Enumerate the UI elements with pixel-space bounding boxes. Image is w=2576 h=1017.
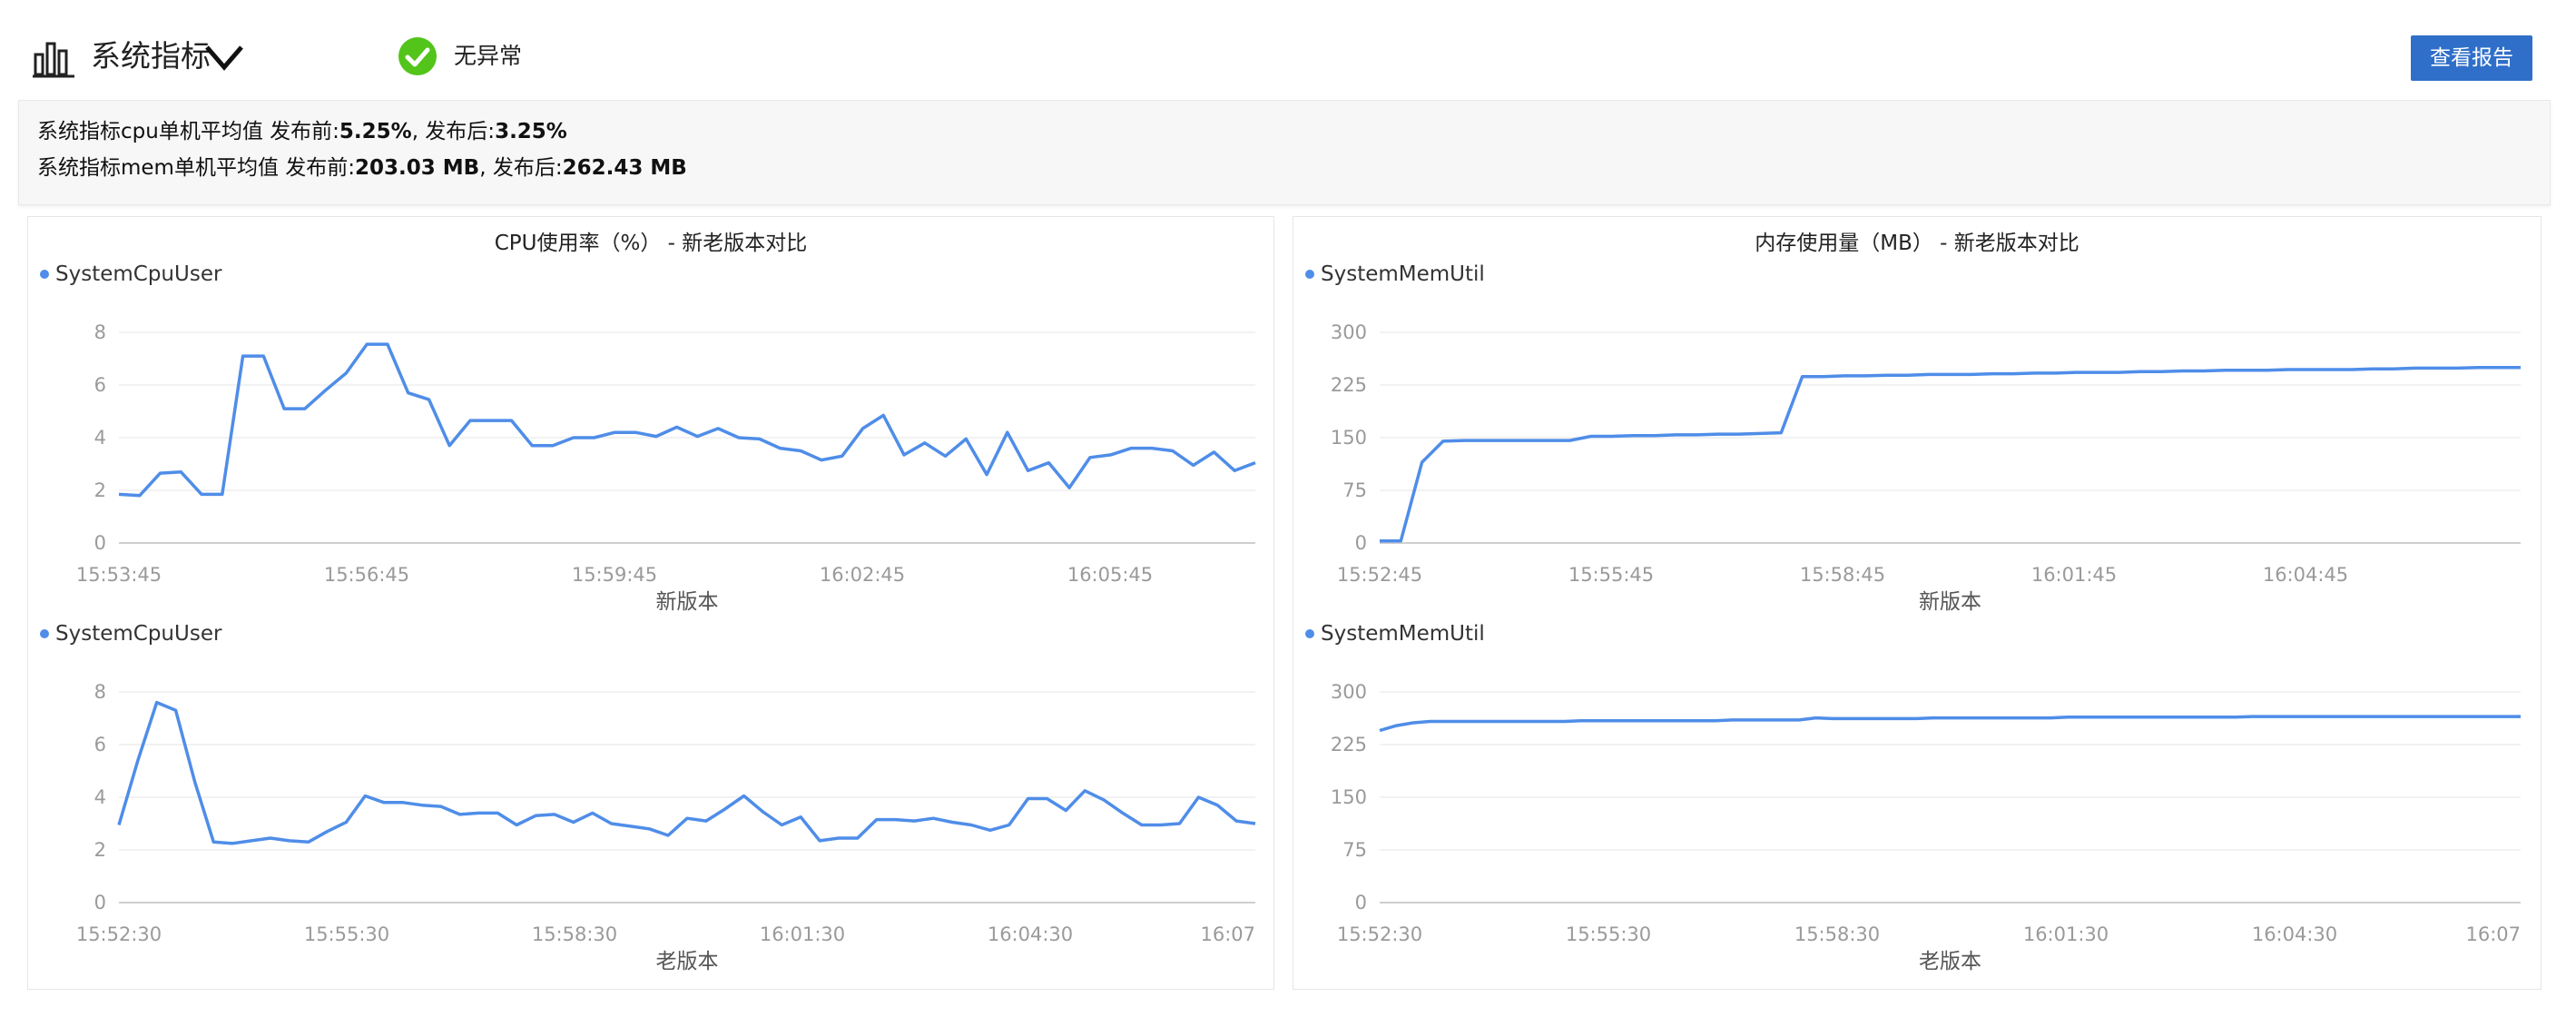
status-text: 无异常 (454, 43, 523, 69)
legend-label: SystemCpuUser (55, 262, 222, 286)
chart-title: CPU使用率（%） - 新老版本对比 (495, 232, 808, 255)
series-line[interactable] (1379, 715, 2521, 733)
cpu-summary-mid: , 发布后: (411, 120, 496, 143)
x-tick-label: 16:04:30 (988, 923, 1073, 945)
series-line[interactable] (117, 700, 1256, 845)
x-axis-label: 新版本 (1919, 590, 1981, 614)
x-tick-label: 16:04:30 (2252, 923, 2337, 945)
x-tick-label: 16:01:45 (2031, 564, 2117, 586)
legend-label: SystemMemUtil (1321, 262, 1485, 286)
y-tick-label: 0 (1355, 892, 1367, 913)
legend-marker[interactable] (1305, 629, 1314, 638)
cpu-after-value: 3.25% (495, 120, 567, 143)
cpu-before-value: 5.25% (339, 120, 412, 143)
cpu-summary-prefix: 系统指标cpu单机平均值 发布前: (37, 120, 339, 143)
y-tick-label: 225 (1331, 734, 1367, 755)
line-chart: SystemMemUtil 0 75 150 225 300 15:52:30 15:55:3… (1305, 622, 2521, 973)
legend-marker[interactable] (40, 629, 49, 638)
y-tick-label: 300 (1331, 321, 1367, 343)
line-chart: SystemCpuUser 0 2 4 6 8 15:53:45 15:56:45 15:59:… (40, 262, 1256, 614)
y-tick-label: 4 (94, 427, 106, 449)
x-tick-label: 16:07 (1200, 923, 1255, 945)
x-tick-label: 16:02:45 (820, 564, 905, 586)
header-bar: 系统指标 无异常 查看报告 (0, 0, 2576, 98)
view-report-button[interactable]: 查看报告 (2411, 35, 2532, 81)
x-axis-label: 老版本 (656, 950, 719, 973)
chart-title: 内存使用量（MB） - 新老版本对比 (1755, 232, 2079, 255)
y-tick-label: 150 (1331, 427, 1367, 449)
line-chart: SystemMemUtil 0 75 150 225 300 15:52:45 15:55:4… (1305, 262, 2521, 614)
series-line[interactable] (1380, 365, 2521, 543)
x-tick-label: 16:01:30 (2023, 923, 2109, 945)
x-tick-label: 15:55:30 (304, 923, 389, 945)
x-tick-label: 15:58:30 (1794, 923, 1880, 945)
bar-chart-icon (33, 42, 74, 78)
cpu-summary: 系统指标cpu单机平均值 发布前:5.25%, 发布后:3.25% (37, 115, 567, 148)
y-tick-label: 0 (94, 892, 106, 913)
x-axis-label: 老版本 (1919, 950, 1981, 973)
mem-chart-svg: 内存使用量（MB） - 新老版本对比 SystemMemUtil 0 75 150 225… (1305, 232, 2521, 973)
y-tick-label: 75 (1342, 839, 1367, 861)
legend-marker[interactable] (1305, 270, 1314, 279)
y-tick-label: 4 (94, 786, 106, 808)
y-tick-label: 75 (1342, 479, 1367, 501)
mem-summary-mid: , 发布后: (479, 156, 563, 180)
y-tick-label: 300 (1331, 681, 1367, 703)
x-tick-label: 15:58:45 (1800, 564, 1885, 586)
x-axis-label: 新版本 (656, 590, 719, 614)
chevron-down-icon[interactable] (203, 42, 245, 73)
mem-panel: 内存使用量（MB） - 新老版本对比 SystemMemUtil 0 75 150 225… (1293, 216, 2542, 990)
x-tick-label: 16:05:45 (1067, 564, 1153, 586)
y-tick-label: 8 (94, 681, 106, 703)
y-tick-label: 225 (1331, 374, 1367, 396)
y-tick-label: 0 (1355, 532, 1367, 554)
summary-box: 系统指标cpu单机平均值 发布前:5.25%, 发布后:3.25% 系统指标me… (18, 100, 2551, 205)
page-title: 系统指标 (91, 38, 211, 74)
legend-label: SystemCpuUser (55, 622, 222, 646)
y-tick-label: 6 (94, 374, 106, 396)
x-tick-label: 16:01:30 (760, 923, 845, 945)
x-tick-label: 15:52:45 (1337, 564, 1422, 586)
cpu-panel: CPU使用率（%） - 新老版本对比 SystemCpuUser 0 2 4 6 8 15:5… (27, 216, 1274, 990)
y-tick-label: 8 (94, 321, 106, 343)
mem-after-value: 262.43 MB (562, 156, 687, 180)
check-circle-icon (398, 37, 437, 75)
legend-marker[interactable] (40, 270, 49, 279)
series-line[interactable] (118, 342, 1256, 498)
mem-before-value: 203.03 MB (355, 156, 480, 180)
x-tick-label: 15:52:30 (76, 923, 162, 945)
x-tick-label: 15:52:30 (1337, 923, 1422, 945)
mem-summary: 系统指标mem单机平均值 发布前:203.03 MB, 发布后:262.43 M… (37, 152, 687, 184)
line-chart: SystemCpuUser 0 2 4 6 8 15:52:30 15:55:30 15:58:… (40, 622, 1256, 973)
cpu-chart-svg: CPU使用率（%） - 新老版本对比 SystemCpuUser 0 2 4 6 8 15:5… (40, 232, 1256, 973)
y-tick-label: 150 (1331, 786, 1367, 808)
x-tick-label: 15:55:45 (1568, 564, 1654, 586)
y-tick-label: 0 (94, 532, 106, 554)
y-tick-label: 2 (94, 839, 106, 861)
x-tick-label: 15:55:30 (1566, 923, 1651, 945)
x-tick-label: 15:58:30 (532, 923, 617, 945)
x-tick-label: 15:53:45 (76, 564, 162, 586)
legend-label: SystemMemUtil (1321, 622, 1485, 646)
x-tick-label: 16:04:45 (2263, 564, 2348, 586)
mem-summary-prefix: 系统指标mem单机平均值 发布前: (37, 156, 356, 180)
y-tick-label: 6 (94, 734, 106, 755)
x-tick-label: 15:59:45 (572, 564, 657, 586)
x-tick-label: 16:07 (2465, 923, 2521, 945)
y-tick-label: 2 (94, 479, 106, 501)
x-tick-label: 15:56:45 (324, 564, 409, 586)
